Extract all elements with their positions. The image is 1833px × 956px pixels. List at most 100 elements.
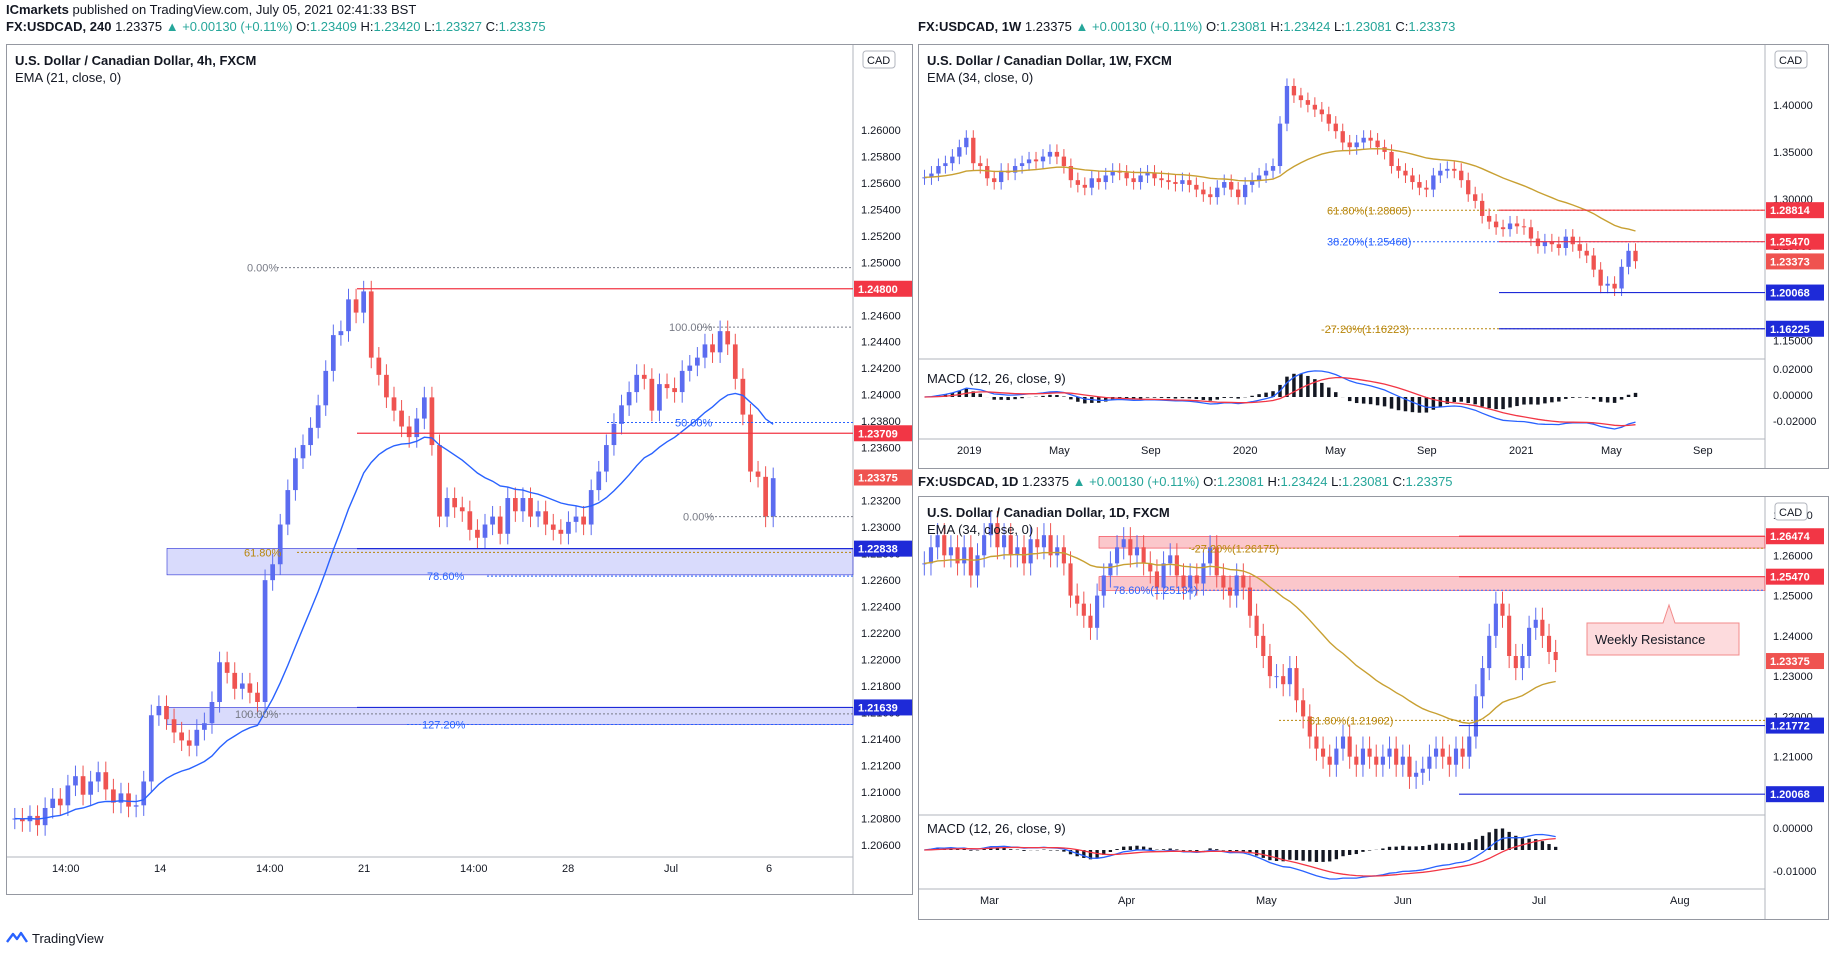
candle-body (1528, 227, 1534, 239)
chart-1d-indicator[interactable]: EMA (34, close, 0) (927, 522, 1034, 537)
candle-body (1047, 151, 1053, 157)
price-tag-label: 1.20068 (1770, 789, 1810, 801)
x-tick-label: Mar (980, 895, 999, 907)
chart-1d-macd-label[interactable]: MACD (12, 26, close, 9) (927, 821, 1066, 836)
candle-body (1148, 563, 1153, 572)
h4-open: 1.23409 (309, 19, 357, 34)
candle-body (1447, 756, 1452, 765)
currency-chip (1774, 50, 1808, 69)
candle-body (929, 173, 934, 178)
price-tag (1766, 786, 1824, 803)
y-tick-label: 1.24600 (861, 310, 901, 322)
ema-line (14, 392, 774, 820)
y-tick-label: 1.15000 (1773, 335, 1813, 347)
price-tag-label: 1.24800 (858, 284, 898, 296)
candle-body (922, 177, 927, 179)
candle-body (1527, 627, 1532, 656)
chart-panel-1d[interactable]: 1.270001.260001.250001.240001.230001.220… (918, 496, 1829, 920)
candle-body (1068, 563, 1073, 596)
tradingview-logo-icon (6, 931, 28, 943)
candle-body (1479, 200, 1485, 216)
candle-body (1500, 603, 1505, 616)
chart-1w-indicator[interactable]: EMA (34, close, 0) (927, 70, 1034, 85)
candle-body (1082, 184, 1087, 188)
candle-body (224, 662, 230, 673)
candle-body (1075, 595, 1080, 604)
candle-body (550, 524, 556, 530)
x-tick-label: Jun (1394, 895, 1412, 907)
price-tag (1766, 253, 1824, 270)
candle-body (982, 535, 987, 556)
candle-body (1101, 575, 1106, 596)
w1-symbol[interactable]: FX:USDCAD, 1W (918, 19, 1022, 34)
candle-body (1514, 223, 1520, 227)
candle-body (1048, 535, 1053, 556)
y-tick-label: 1.22200 (861, 628, 901, 640)
candle-body (1347, 736, 1352, 757)
candle-body (80, 776, 86, 795)
candle-body (942, 535, 947, 556)
candle-body (717, 331, 723, 353)
h4-ohlc-bar: FX:USDCAD, 240 1.23375 ▲ +0.00130 (+0.11… (6, 19, 546, 34)
candle-body (1533, 619, 1538, 628)
price-tag (1766, 568, 1824, 585)
zone-rect (1098, 576, 1766, 591)
currency-label: CAD (1779, 55, 1802, 67)
candle-body (1159, 178, 1164, 181)
x-tick-label: 28 (562, 863, 574, 875)
chart-1d-canvas[interactable]: 1.270001.260001.250001.240001.230001.220… (919, 497, 1828, 919)
candle-body (209, 702, 215, 724)
candle-body (1521, 226, 1527, 228)
candle-body (399, 410, 404, 427)
candle-body (414, 418, 420, 438)
candle-body (581, 516, 586, 525)
d1-symbol[interactable]: FX:USDCAD, 1D (918, 474, 1019, 489)
y-tick-label: 1.21800 (861, 681, 901, 693)
candle-body (999, 170, 1004, 183)
candle-body (1227, 587, 1233, 596)
currency-chip (862, 50, 896, 69)
chart-panel-1w[interactable]: 1.400001.350001.300001.250001.200001.150… (918, 44, 1829, 469)
candle-body (308, 427, 313, 446)
candle-body (988, 523, 993, 536)
y-tick-label: 1.23800 (861, 416, 901, 428)
candle-body (1633, 250, 1638, 262)
y-tick-label: 1.24000 (861, 390, 901, 402)
candle-body (1068, 166, 1074, 181)
candle-body (1201, 189, 1206, 195)
tradingview-footer[interactable]: TradingView (6, 930, 104, 946)
chart-4h-indicator[interactable]: EMA (21, close, 0) (15, 70, 122, 85)
candle-body (695, 357, 700, 366)
price-tag-label: 1.26474 (1770, 531, 1811, 543)
candle-body (315, 405, 321, 428)
w1-change: ▲ +0.00130 (+0.11%) (1075, 19, 1203, 34)
candle-body (1480, 668, 1485, 697)
price-tag-label: 1.23709 (858, 428, 898, 440)
candle-body (452, 498, 458, 508)
candle-body (247, 683, 253, 693)
candle-body (126, 793, 131, 807)
candle-body (1520, 656, 1525, 669)
currency-label: CAD (1779, 507, 1802, 519)
candle-body (1208, 194, 1213, 198)
candle-body (928, 547, 934, 564)
chart-4h-canvas[interactable]: 1.26000 1.25800 1.25600 1.25400 1.25200 1.250… (7, 45, 912, 894)
candle-body (596, 471, 602, 491)
candle-body (1002, 535, 1007, 548)
y-tick-label: 1.21200 (861, 761, 901, 773)
macd-axis-label: -0.01000 (1773, 866, 1816, 878)
h4-symbol[interactable]: FX:USDCAD, 240 (6, 19, 112, 34)
candle-body (1015, 547, 1020, 556)
chart-1w-macd-label[interactable]: MACD (12, 26, close, 9) (927, 371, 1066, 386)
price-tag (1766, 528, 1824, 545)
candle-body (1513, 656, 1518, 669)
h4-change: ▲ +0.00130 (+0.11%) (165, 19, 293, 34)
chart-panel-4h[interactable]: 1.26000 1.25800 1.25600 1.25400 1.25200 1.250… (6, 44, 913, 895)
price-tag-label: 1.20068 (1770, 288, 1810, 300)
candle-body (1493, 603, 1498, 636)
chart-1w-canvas[interactable]: 1.400001.350001.300001.250001.200001.150… (919, 45, 1828, 468)
candle-body (1173, 182, 1178, 184)
publisher-name[interactable]: ICmarkets (6, 2, 69, 17)
y-tick-label: 1.21000 (1773, 752, 1813, 764)
y-tick-label: 1.24400 (861, 337, 901, 349)
